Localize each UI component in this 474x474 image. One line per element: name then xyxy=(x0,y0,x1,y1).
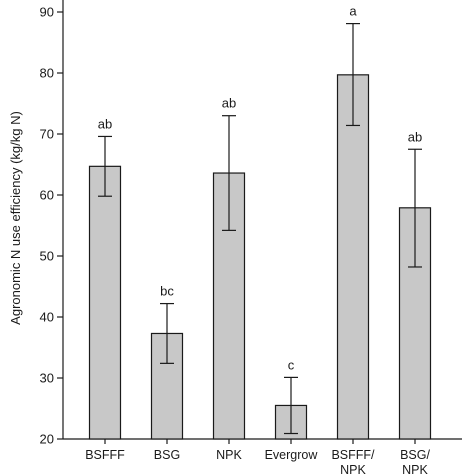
labels-group: ab BSFFF bc BSG ab NPK c Evergrow a BSFFF/NPK ab BS… xyxy=(85,4,430,474)
y-tick-label-40: 40 xyxy=(40,310,54,325)
x-category-label-2: NPK xyxy=(216,448,242,462)
y-axis-title: Agronomic N use efficiency (kg/kg N) xyxy=(8,111,23,325)
bar-0 xyxy=(88,165,122,440)
x-category-label-0: BSFFF xyxy=(85,448,125,462)
significance-label-1: bc xyxy=(160,284,174,299)
significance-label-2: ab xyxy=(222,96,236,111)
y-tick-label-20: 20 xyxy=(40,432,54,447)
significance-label-3: c xyxy=(288,357,295,372)
x-category-label-4-line-0: BSFFF/ xyxy=(331,448,375,462)
y-tick-label-60: 60 xyxy=(40,188,54,203)
x-category-label-1: BSG xyxy=(154,448,180,462)
y-tick-label-80: 80 xyxy=(40,66,54,81)
x-category-label-5-line-0: BSG/ xyxy=(400,448,430,462)
bars-group xyxy=(88,22,432,440)
x-category-label-3: Evergrow xyxy=(265,448,319,462)
y-axis: 20 30 40 50 60 70 80 90 xyxy=(40,0,462,447)
x-category-label-5-line-1: NPK xyxy=(402,463,428,474)
x-category-label-4-line-1: NPK xyxy=(340,463,366,474)
significance-label-4: a xyxy=(349,4,357,19)
significance-label-0: ab xyxy=(98,116,112,131)
y-tick-label-30: 30 xyxy=(40,371,54,386)
y-tick-label-50: 50 xyxy=(40,249,54,264)
significance-label-5: ab xyxy=(408,129,422,144)
y-tick-label-70: 70 xyxy=(40,127,54,142)
bar-4 xyxy=(336,74,370,440)
y-tick-label-90: 90 xyxy=(40,5,54,20)
